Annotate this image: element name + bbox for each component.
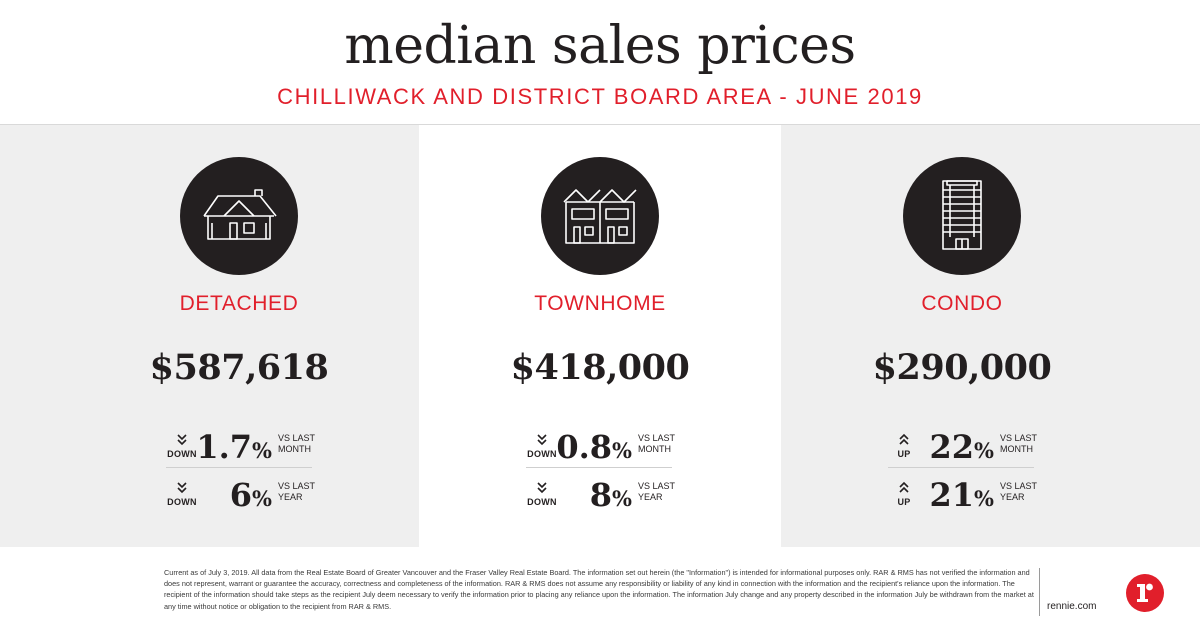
stat-divider xyxy=(888,467,1034,468)
percent-value: 0.8% xyxy=(556,428,632,466)
yearly-change: UP 21% VS LAST YEAR xyxy=(888,476,1038,523)
comparison-label: VS LAST YEAR xyxy=(638,481,676,502)
footer-divider xyxy=(1039,568,1040,616)
percent-value: 22% xyxy=(929,428,995,466)
median-price: $290,000 xyxy=(872,347,1052,388)
stat-divider xyxy=(166,467,312,468)
direction-label: UP xyxy=(897,497,911,507)
disclaimer-text: Current as of July 3, 2019. All data fro… xyxy=(164,568,1034,611)
chevron-double-down-icon xyxy=(177,482,187,494)
townhome-panel: TOWNHOME $418,000 DOWN 0.8% VS LAST MONTH… xyxy=(419,125,781,547)
condo-tower-icon xyxy=(903,157,1021,275)
yearly-change: DOWN 8% VS LAST YEAR xyxy=(526,476,676,523)
comparison-label: VS LAST YEAR xyxy=(278,481,316,502)
yearly-change: DOWN 6% VS LAST YEAR xyxy=(166,476,316,523)
comparison-label: VS LAST YEAR xyxy=(1000,481,1038,502)
comparison-label: VS LAST MONTH xyxy=(638,433,676,454)
percent-value: 6% xyxy=(229,476,272,514)
direction-label: UP xyxy=(897,449,911,459)
page-subtitle: CHILLIWACK AND DISTRICT BOARD AREA - JUN… xyxy=(277,84,923,109)
stat-divider xyxy=(526,467,672,468)
chevron-double-up-icon xyxy=(899,433,909,445)
median-price: $418,000 xyxy=(510,347,690,388)
monthly-change: DOWN 0.8% VS LAST MONTH xyxy=(526,428,676,475)
percent-value: 1.7% xyxy=(196,428,272,466)
comparison-label: VS LAST MONTH xyxy=(278,433,316,454)
chevron-double-down-icon xyxy=(177,434,187,446)
logo-r-icon xyxy=(1137,583,1153,602)
header: median sales prices CHILLIWACK AND DISTR… xyxy=(0,0,1200,124)
property-type-label: CONDO xyxy=(921,292,1003,315)
percent-value: 21% xyxy=(929,476,995,514)
direction-label: DOWN xyxy=(527,449,557,459)
page-title: median sales prices xyxy=(344,16,856,76)
chevron-double-up-icon xyxy=(899,481,909,493)
townhome-icon xyxy=(541,157,659,275)
monthly-change: UP 22% VS LAST MONTH xyxy=(888,428,1038,475)
median-price: $587,618 xyxy=(149,347,329,388)
detached-panel: DETACHED $587,618 DOWN 1.7% VS LAST MONTH… xyxy=(0,125,419,547)
condo-panel: CONDO $290,000 UP 22% VS LAST MONTH UP 21… xyxy=(781,125,1200,547)
comparison-label: VS LAST MONTH xyxy=(1000,433,1038,454)
property-type-label: TOWNHOME xyxy=(534,292,666,315)
direction-label: DOWN xyxy=(167,449,197,459)
detached-house-icon xyxy=(180,157,298,275)
website-link[interactable]: rennie.com xyxy=(1047,601,1097,612)
direction-label: DOWN xyxy=(167,497,197,507)
monthly-change: DOWN 1.7% VS LAST MONTH xyxy=(166,428,316,475)
property-type-label: DETACHED xyxy=(179,292,299,315)
direction-label: DOWN xyxy=(527,497,557,507)
percent-value: 8% xyxy=(589,476,632,514)
header-divider xyxy=(0,124,1200,125)
chevron-double-down-icon xyxy=(537,482,547,494)
rennie-logo xyxy=(1126,574,1164,612)
chevron-double-down-icon xyxy=(537,434,547,446)
